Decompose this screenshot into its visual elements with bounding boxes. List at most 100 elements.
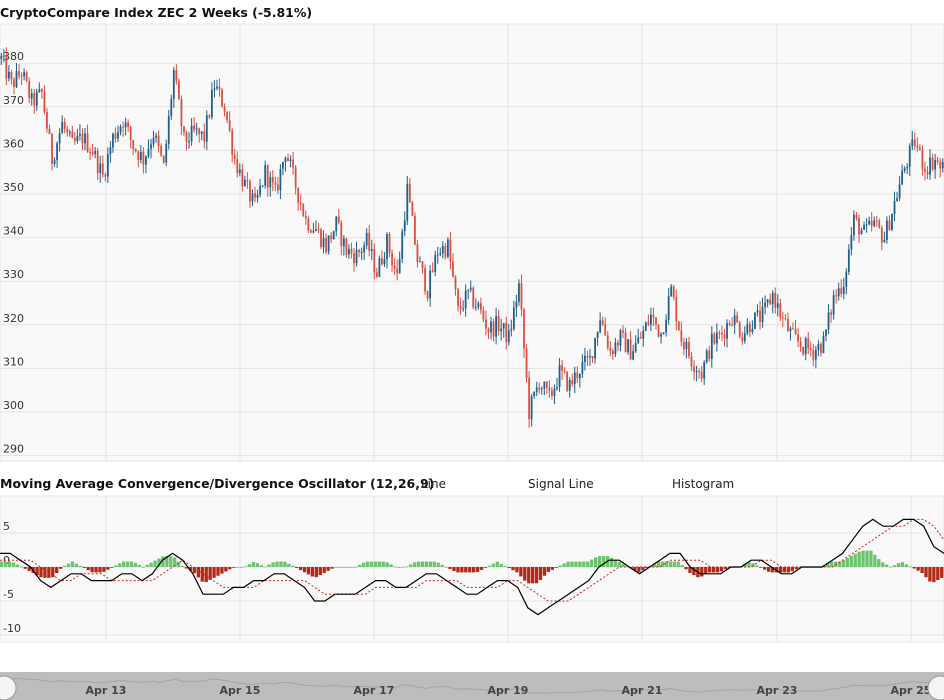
- candle-body[interactable]: [520, 283, 523, 310]
- candle-body[interactable]: [48, 128, 51, 135]
- candle-body[interactable]: [469, 287, 472, 290]
- histogram-bar[interactable]: [192, 567, 197, 574]
- histogram-bar[interactable]: [503, 565, 507, 567]
- histogram-bar[interactable]: [141, 566, 145, 568]
- candle-body[interactable]: [690, 356, 693, 367]
- candle-body[interactable]: [662, 332, 665, 335]
- candle-body[interactable]: [761, 306, 764, 323]
- histogram-bar[interactable]: [133, 562, 138, 567]
- histogram-bar[interactable]: [306, 567, 311, 575]
- histogram-bar[interactable]: [633, 567, 637, 571]
- candle-body[interactable]: [916, 145, 919, 148]
- candle-body[interactable]: [634, 342, 637, 352]
- candle-body[interactable]: [411, 202, 414, 216]
- candle-body[interactable]: [939, 161, 942, 169]
- histogram-bar[interactable]: [220, 567, 224, 574]
- histogram-bar[interactable]: [499, 563, 503, 567]
- candle-body[interactable]: [510, 328, 513, 331]
- histogram-bar[interactable]: [582, 561, 586, 567]
- candle-body[interactable]: [15, 71, 18, 87]
- candle-body[interactable]: [292, 159, 294, 168]
- candle-body[interactable]: [898, 184, 901, 199]
- candle-body[interactable]: [477, 303, 480, 308]
- candle-body[interactable]: [723, 334, 726, 339]
- candle-body[interactable]: [728, 323, 731, 325]
- candle-body[interactable]: [787, 318, 789, 332]
- histogram-bar[interactable]: [39, 567, 43, 578]
- candle-body[interactable]: [2, 55, 5, 57]
- histogram-bar[interactable]: [137, 564, 141, 567]
- histogram-bar[interactable]: [869, 550, 873, 567]
- candle-body[interactable]: [142, 151, 145, 165]
- candle-body[interactable]: [424, 267, 426, 292]
- candle-body[interactable]: [578, 373, 581, 379]
- histogram-bar[interactable]: [200, 567, 204, 582]
- histogram-bar[interactable]: [389, 564, 393, 567]
- candle-body[interactable]: [322, 238, 325, 248]
- candles[interactable]: [0, 47, 944, 428]
- candle-body[interactable]: [429, 270, 432, 299]
- candle-body[interactable]: [797, 333, 799, 342]
- candle-body[interactable]: [393, 265, 396, 269]
- candle-body[interactable]: [708, 350, 711, 359]
- candle-body[interactable]: [279, 168, 282, 191]
- candle-body[interactable]: [330, 235, 333, 240]
- candle-body[interactable]: [350, 248, 353, 254]
- candle-body[interactable]: [345, 238, 348, 255]
- histogram-bar[interactable]: [114, 565, 118, 567]
- candle-body[interactable]: [200, 131, 203, 134]
- candle-body[interactable]: [63, 122, 66, 129]
- candle-body[interactable]: [297, 187, 300, 203]
- candle-body[interactable]: [893, 200, 896, 214]
- histogram-bar[interactable]: [78, 565, 82, 567]
- histogram-bar[interactable]: [794, 567, 798, 570]
- candle-body[interactable]: [677, 321, 680, 331]
- histogram-bar[interactable]: [688, 567, 692, 573]
- candle-body[interactable]: [71, 131, 74, 139]
- candle-body[interactable]: [335, 216, 338, 232]
- candle-body[interactable]: [769, 299, 772, 305]
- candle-body[interactable]: [746, 323, 749, 334]
- candle-body[interactable]: [178, 80, 180, 100]
- histogram-bar[interactable]: [680, 565, 684, 567]
- candle-body[interactable]: [431, 270, 434, 272]
- candle-body[interactable]: [703, 362, 706, 379]
- histogram-bar[interactable]: [562, 563, 566, 567]
- histogram-bar[interactable]: [857, 551, 861, 567]
- candle-body[interactable]: [589, 356, 591, 358]
- candle-body[interactable]: [748, 323, 751, 333]
- histogram-bar[interactable]: [55, 567, 59, 574]
- candle-body[interactable]: [624, 332, 627, 353]
- navigator-right-handle[interactable]: [927, 675, 944, 700]
- candle-body[interactable]: [858, 218, 860, 235]
- candle-body[interactable]: [18, 71, 20, 76]
- histogram-bar[interactable]: [0, 561, 4, 567]
- candle-body[interactable]: [203, 131, 206, 142]
- candle-body[interactable]: [342, 238, 345, 247]
- candle-body[interactable]: [233, 155, 236, 160]
- candle-body[interactable]: [774, 292, 777, 308]
- candle-body[interactable]: [540, 388, 543, 390]
- histogram-bar[interactable]: [346, 567, 350, 568]
- candle-body[interactable]: [545, 381, 548, 388]
- histogram-bar[interactable]: [401, 567, 405, 568]
- candle-body[interactable]: [695, 371, 698, 373]
- candle-body[interactable]: [43, 91, 46, 113]
- candle-body[interactable]: [896, 198, 898, 201]
- candle-body[interactable]: [525, 348, 528, 378]
- candle-body[interactable]: [117, 132, 119, 139]
- histogram-bar[interactable]: [232, 567, 236, 568]
- candle-body[interactable]: [629, 339, 632, 360]
- candle-body[interactable]: [789, 328, 792, 332]
- macd-line[interactable]: [0, 518, 944, 616]
- candle-body[interactable]: [396, 268, 399, 273]
- candle-body[interactable]: [434, 255, 437, 272]
- candle-body[interactable]: [474, 307, 477, 309]
- candle-body[interactable]: [837, 288, 840, 297]
- candle-body[interactable]: [931, 157, 934, 170]
- histogram-bar[interactable]: [676, 561, 680, 567]
- candle-body[interactable]: [137, 151, 140, 161]
- histogram-bar[interactable]: [444, 566, 448, 568]
- candle-body[interactable]: [383, 259, 386, 265]
- candle-body[interactable]: [452, 261, 454, 277]
